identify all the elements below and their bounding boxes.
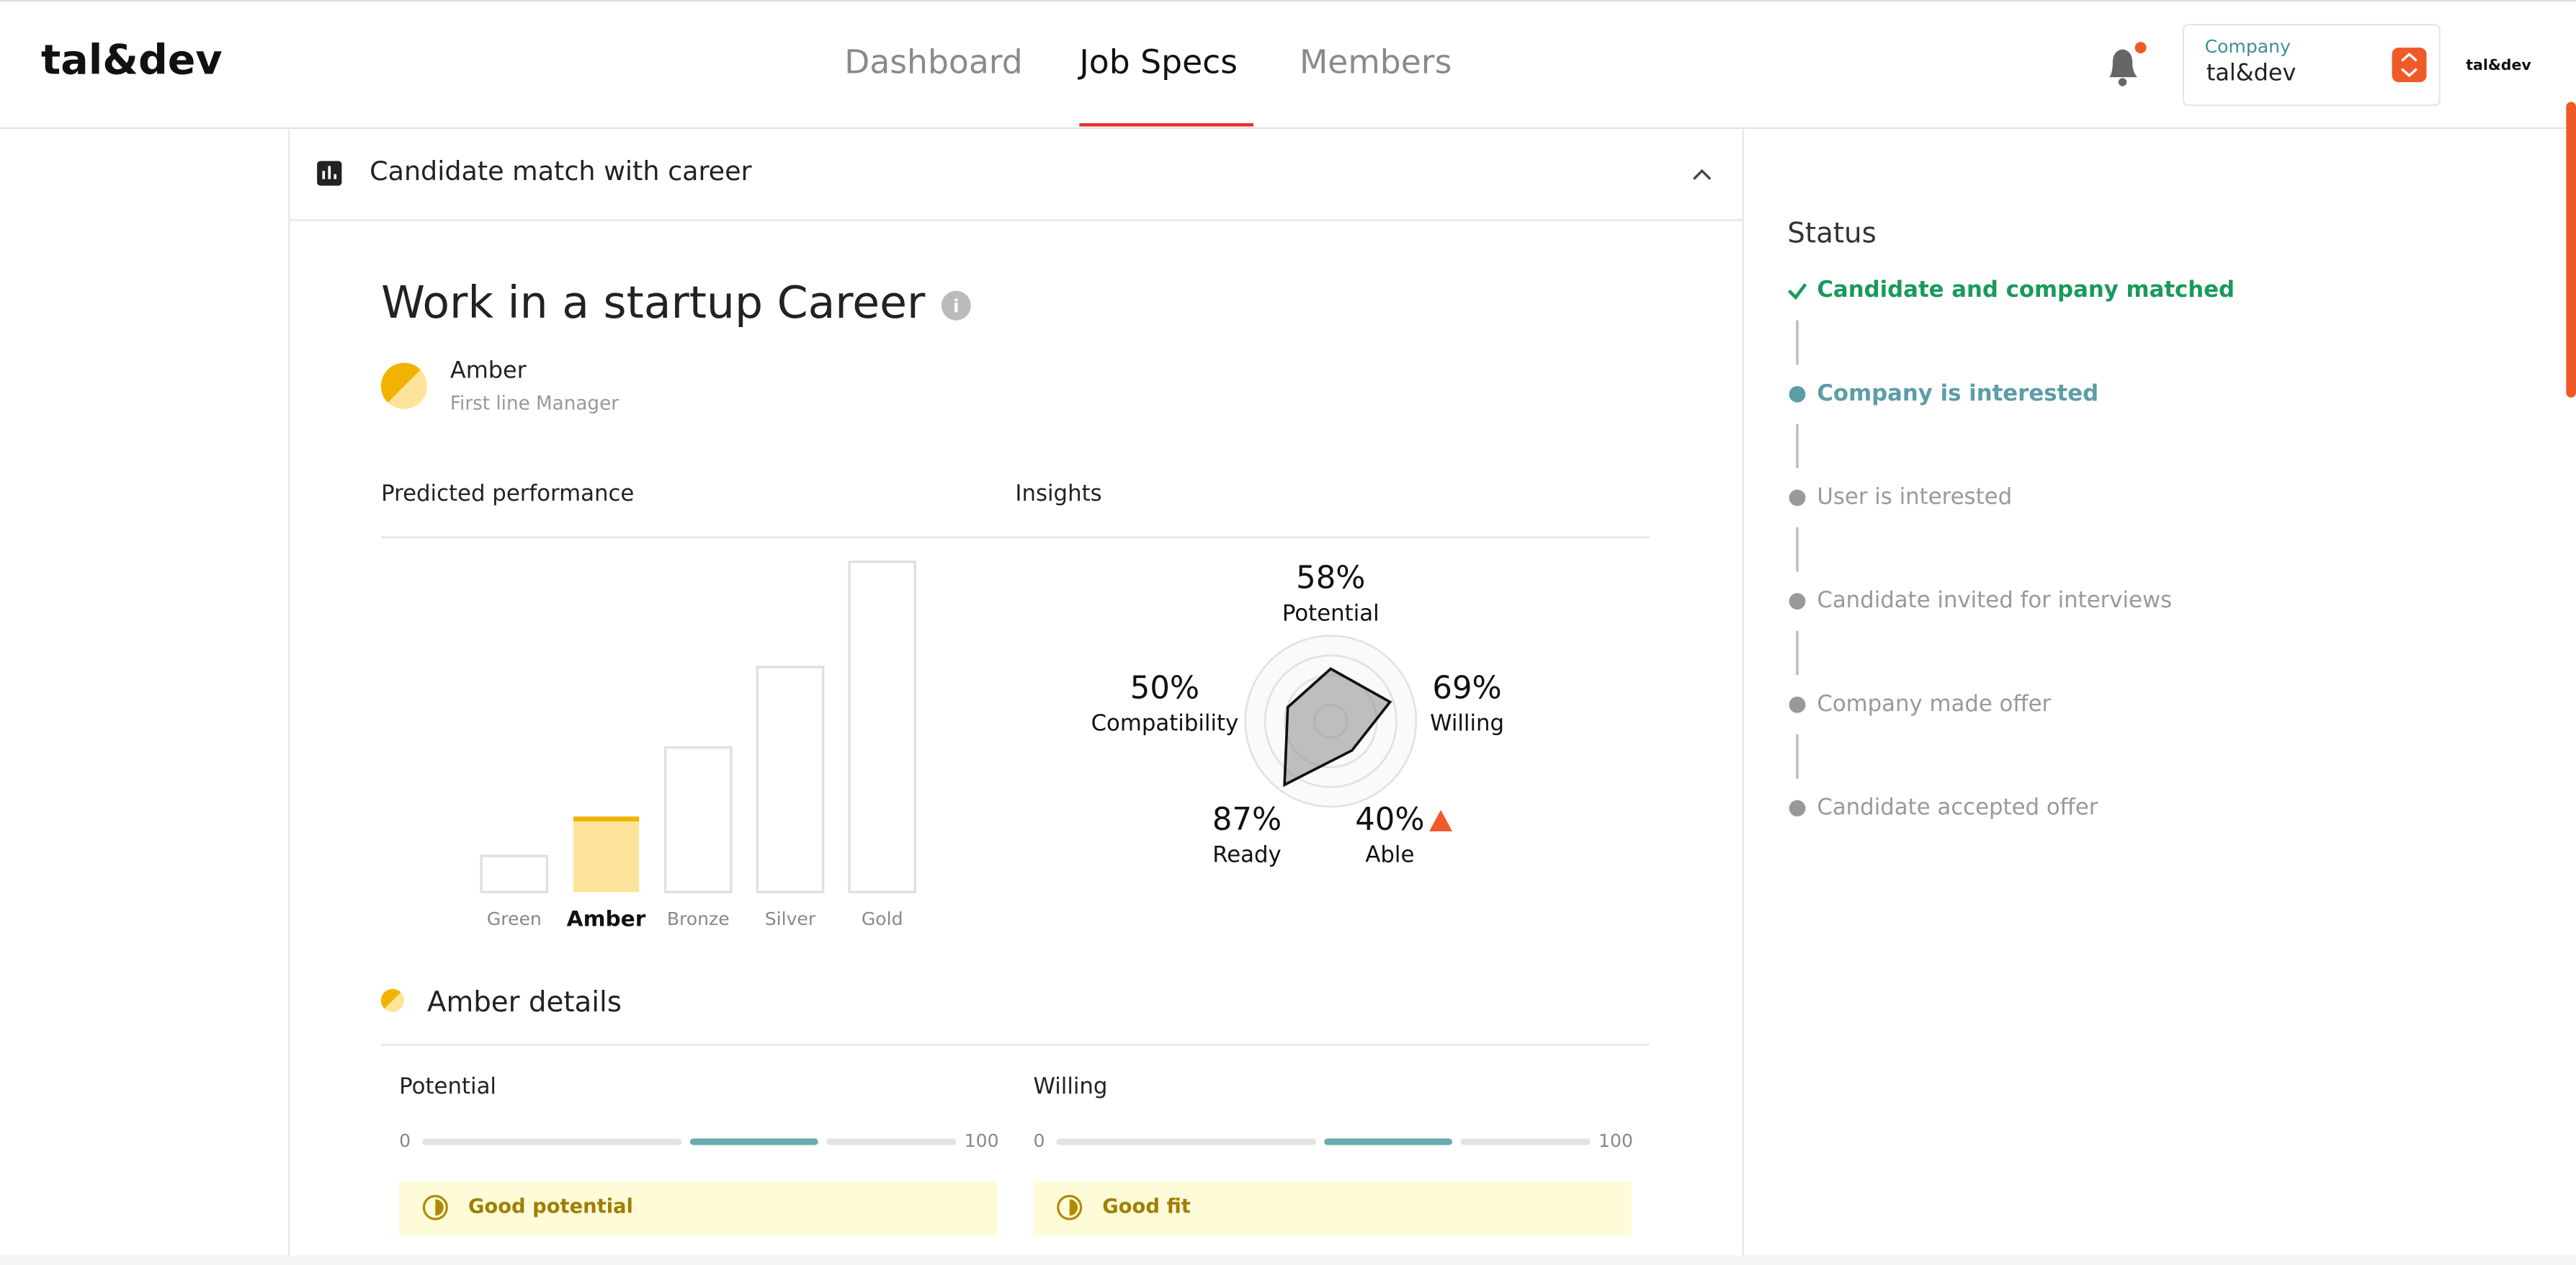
logo[interactable]: tal&dev [41,36,223,84]
step-dot [1789,593,1806,610]
scale-segment [689,1138,818,1145]
note-icon-fill [1069,1199,1078,1216]
avatar-half [380,362,421,403]
step-label: Candidate accepted offer [1817,795,2098,821]
note-box [399,1181,998,1235]
radar-axis-label: Able [1365,842,1414,868]
scale-segment [1324,1138,1453,1145]
check-icon [1787,283,1807,300]
details-title: Amber details [427,986,622,1019]
note-icon [1057,1194,1083,1220]
step-label: Candidate invited for interviews [1817,587,2172,613]
tier-bar [480,854,549,894]
nav-link-active[interactable]: Job Specs [1077,43,1238,81]
info-icon[interactable] [941,290,971,321]
tier-bar [573,816,640,893]
note-box [1033,1181,1632,1235]
level-icon-half [380,988,401,1009]
note-text: Good fit [1102,1196,1191,1218]
radar-value: 50% [1130,670,1199,706]
notification-dot [2134,42,2147,54]
detail-name: Willing [1034,1073,1108,1099]
bottom-shadow [0,1255,2576,1265]
status-title: Status [1787,218,1876,250]
tier-label: Amber [567,906,646,931]
career-title: Work in a startup Career [381,277,926,328]
radar-axis-label: Compatibility [1091,710,1239,736]
step-dot [1789,800,1806,817]
radar-axis-label: Willing [1430,710,1504,736]
radar-axis-label: Potential [1282,600,1379,626]
tier-bar [663,746,733,894]
user-logo[interactable]: tal&dev [2466,56,2531,73]
radar-value: 58% [1296,560,1365,596]
step-label: User is interested [1817,483,2012,509]
tier-bar-top [573,816,640,822]
scale-min: 0 [399,1130,411,1151]
scale-segment [422,1138,682,1145]
scale-segment [1460,1138,1591,1145]
bell[interactable] [2109,42,2147,86]
company-selector[interactable] [2182,24,2441,107]
company-label: Company [2205,36,2291,57]
radar-value: 69% [1432,670,1501,706]
tier-bar [848,560,917,894]
scrollbar[interactable] [2566,102,2576,398]
step-label: Company made offer [1817,691,2051,717]
panel-title: Candidate match with career [370,156,751,187]
detail-name: Potential [399,1073,496,1099]
section-title: Predicted performance [381,480,634,506]
nav-link[interactable]: Dashboard [844,43,1022,81]
note-icon-fill [435,1199,444,1216]
step-dot [1789,385,1806,403]
tier-label: Green [487,908,542,929]
note-icon [422,1194,448,1220]
note-text: Good potential [468,1196,633,1218]
collapse-chevron[interactable] [1693,169,1712,180]
company-name: tal&dev [2206,59,2297,86]
radar-ring [1264,654,1397,788]
chart-icon-bars [322,166,337,179]
company-switch[interactable] [2392,48,2427,83]
tier-bar [756,666,825,894]
nav-link[interactable]: Members [1300,43,1452,81]
warning-icon [1429,810,1453,831]
step-label: Candidate and company matched [1817,277,2235,303]
bell-icon [2109,49,2138,78]
scale-min: 0 [1034,1130,1045,1151]
radar-axis-label: Ready [1212,842,1282,868]
radar-shape [1283,667,1392,787]
radar-value: 87% [1212,802,1282,838]
bell-clapper [2118,78,2127,86]
nav-underline [1079,123,1254,127]
info-glyph: i [953,295,960,316]
radar-value: 40% [1355,802,1424,838]
step-dot [1789,696,1806,713]
scale-segment [1056,1138,1316,1145]
tier-label: Silver [765,908,816,929]
scale-max: 100 [965,1130,999,1151]
level-name: Amber [450,356,527,383]
switch-icon [2401,52,2418,78]
step-dot [1789,489,1806,506]
tier-label: Gold [862,908,903,929]
scale-max: 100 [1598,1130,1633,1151]
tier-label: Bronze [667,908,730,929]
role: First line Manager [450,393,619,415]
step-label: Company is interested [1817,380,2098,406]
section-title: Insights [1015,480,1101,506]
scale-segment [826,1138,957,1145]
